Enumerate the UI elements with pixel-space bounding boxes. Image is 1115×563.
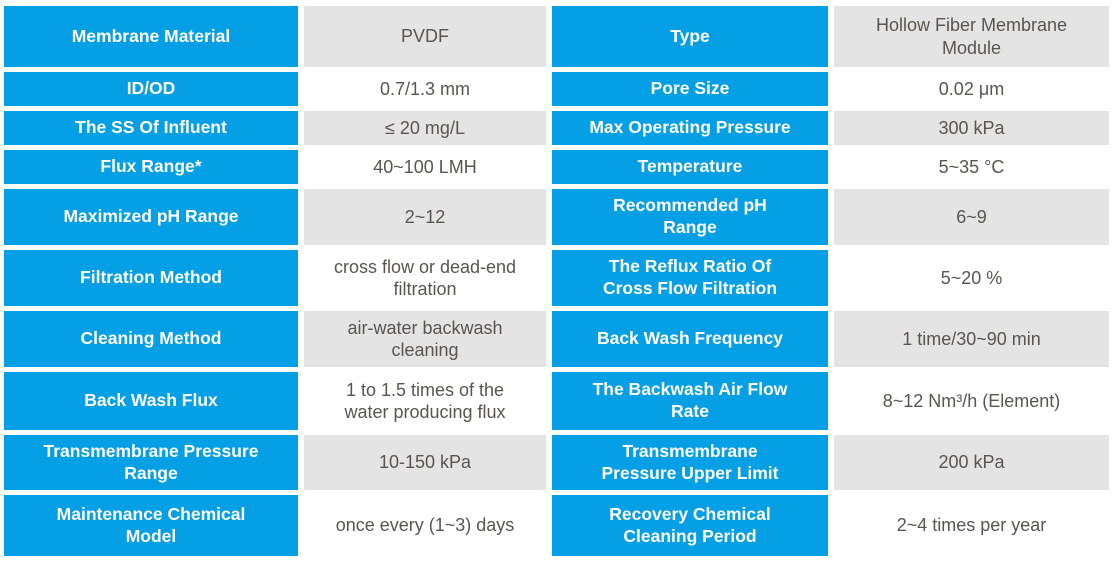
spec-value: once every (1~3) days	[304, 495, 546, 556]
spec-value: 1 to 1.5 times of the water producing fl…	[304, 372, 546, 430]
table-row: Filtration Method cross flow or dead-end…	[4, 250, 1110, 306]
spec-value: 300 kPa	[834, 111, 1109, 145]
spec-label: Maintenance Chemical Model	[4, 495, 298, 556]
spec-label: Temperature	[552, 150, 828, 184]
spec-value: ≤ 20 mg/L	[304, 111, 546, 145]
spec-value: cross flow or dead-end filtration	[304, 250, 546, 306]
spec-label: Recommended pH Range	[552, 189, 828, 245]
spec-value: 8~12 Nm³/h (Element)	[834, 372, 1109, 430]
spec-label: Maximized pH Range	[4, 189, 298, 245]
spec-value: 2~4 times per year	[834, 495, 1109, 556]
spec-value: 10-150 kPa	[304, 435, 546, 490]
spec-label: Back Wash Frequency	[552, 311, 828, 367]
spec-value: Hollow Fiber Membrane Module	[834, 6, 1109, 67]
spec-label: ID/OD	[4, 72, 298, 106]
spec-label: The Backwash Air Flow Rate	[552, 372, 828, 430]
spec-value: 2~12	[304, 189, 546, 245]
spec-value: 0.02 μm	[834, 72, 1109, 106]
spec-value: 5~20 %	[834, 250, 1109, 306]
spec-value: 200 kPa	[834, 435, 1109, 490]
spec-label: Flux Range*	[4, 150, 298, 184]
spec-value: 40~100 LMH	[304, 150, 546, 184]
spec-label: Max Operating Pressure	[552, 111, 828, 145]
spec-label: Cleaning Method	[4, 311, 298, 367]
spec-label: The SS Of Influent	[4, 111, 298, 145]
spec-label: Pore Size	[552, 72, 828, 106]
spec-value: 0.7/1.3 mm	[304, 72, 546, 106]
table-row: Cleaning Method air-water backwash clean…	[4, 311, 1110, 367]
spec-label: Filtration Method	[4, 250, 298, 306]
table-row: The SS Of Influent ≤ 20 mg/L Max Operati…	[4, 111, 1110, 145]
spec-label: Back Wash Flux	[4, 372, 298, 430]
spec-value: 6~9	[834, 189, 1109, 245]
spec-label: Transmembrane Pressure Range	[4, 435, 298, 490]
table-row: Maintenance Chemical Model once every (1…	[4, 495, 1110, 556]
spec-value: 1 time/30~90 min	[834, 311, 1109, 367]
spec-value: air-water backwash cleaning	[304, 311, 546, 367]
table-row: Flux Range* 40~100 LMH Temperature 5~35 …	[4, 150, 1110, 184]
table-row: Back Wash Flux 1 to 1.5 times of the wat…	[4, 372, 1110, 430]
table-row: Maximized pH Range 2~12 Recommended pH R…	[4, 189, 1110, 245]
table-row: Membrane Material PVDF Type Hollow Fiber…	[4, 6, 1110, 67]
spec-label: Transmembrane Pressure Upper Limit	[552, 435, 828, 490]
spec-label: The Reflux Ratio Of Cross Flow Filtratio…	[552, 250, 828, 306]
table-row: ID/OD 0.7/1.3 mm Pore Size 0.02 μm	[4, 72, 1110, 106]
spec-label: Recovery Chemical Cleaning Period	[552, 495, 828, 556]
spec-label: Type	[552, 6, 828, 67]
table-row: Transmembrane Pressure Range 10-150 kPa …	[4, 435, 1110, 490]
spec-value: PVDF	[304, 6, 546, 67]
spec-value: 5~35 °C	[834, 150, 1109, 184]
spec-label: Membrane Material	[4, 6, 298, 67]
